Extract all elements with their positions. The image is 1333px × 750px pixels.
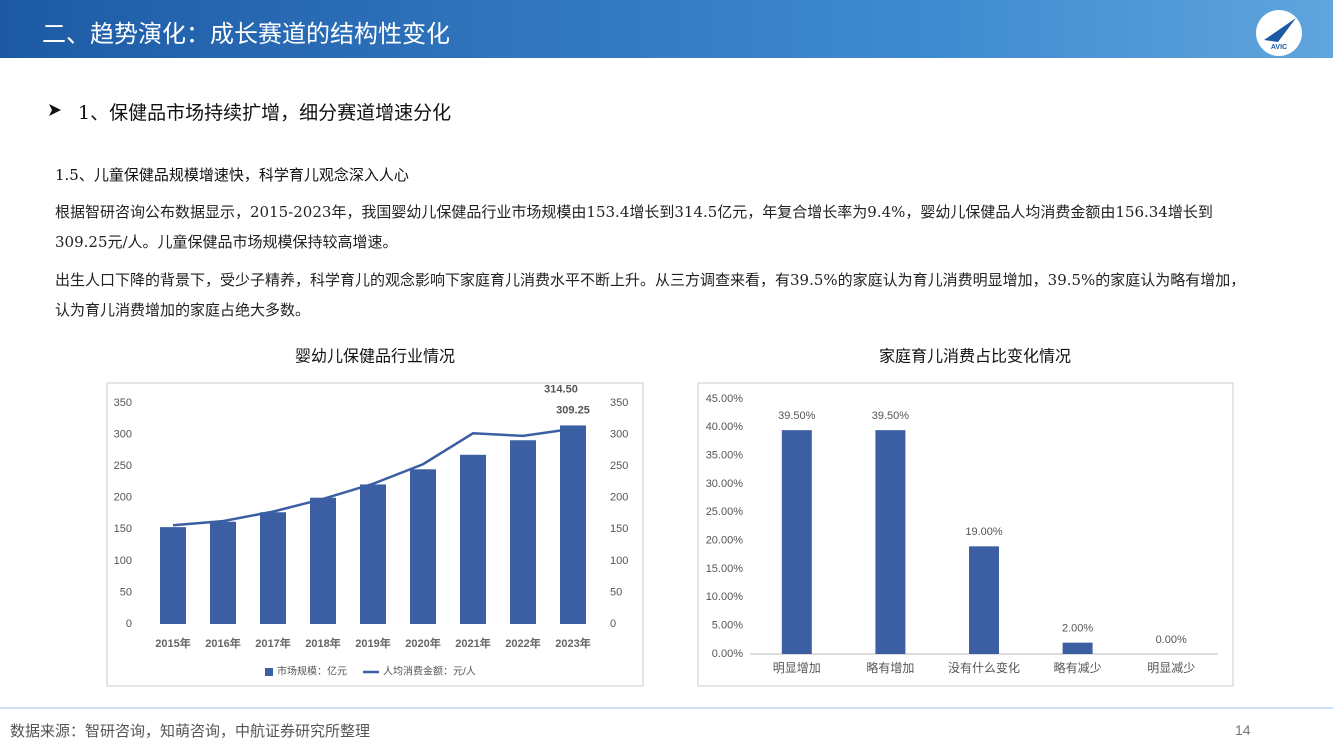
tick-label: 250 bbox=[114, 460, 132, 472]
tick-label: 350 bbox=[114, 397, 132, 409]
x-tick-label: 略有增加 bbox=[866, 660, 914, 675]
bar bbox=[160, 527, 186, 624]
bar bbox=[560, 425, 586, 624]
tick-label: 30.00% bbox=[706, 478, 744, 490]
chart-title: 家庭育儿消费占比变化情况 bbox=[879, 347, 1071, 366]
tick-label: 200 bbox=[610, 492, 628, 504]
bar bbox=[1062, 642, 1093, 654]
subtitle: 1.5、儿童保健品规模增速快，科学育儿观念深入人心 bbox=[55, 166, 409, 184]
tick-label: 40.00% bbox=[706, 421, 744, 433]
legend-label: 市场规模：亿元 bbox=[277, 665, 347, 678]
value-label: 0.00% bbox=[1156, 634, 1187, 646]
legend-swatch bbox=[265, 668, 273, 676]
x-tick-label: 2015年 bbox=[155, 636, 190, 650]
logo: AVIC bbox=[1256, 10, 1302, 56]
tick-label: 250 bbox=[610, 460, 628, 472]
bar bbox=[510, 440, 536, 624]
x-tick-label: 2021年 bbox=[455, 636, 490, 650]
bar bbox=[210, 521, 236, 624]
bar bbox=[875, 430, 906, 654]
x-tick-label: 2023年 bbox=[555, 636, 590, 650]
value-label: 309.25 bbox=[556, 405, 590, 417]
tick-label: 25.00% bbox=[706, 506, 744, 518]
x-tick-label: 2022年 bbox=[505, 636, 540, 650]
bar bbox=[781, 430, 812, 654]
tick-label: 35.00% bbox=[706, 450, 744, 462]
x-tick-label: 明显增加 bbox=[773, 661, 821, 675]
tick-label: 10.00% bbox=[706, 591, 744, 603]
value-label: 314.50 bbox=[544, 383, 578, 395]
chart-title: 婴幼儿保健品行业情况 bbox=[295, 347, 455, 366]
x-tick-label: 明显减少 bbox=[1147, 661, 1195, 675]
section-heading: 1、保健品市场持续扩增，细分赛道增速分化 bbox=[78, 102, 452, 124]
x-tick-label: 2016年 bbox=[205, 636, 240, 650]
x-tick-label: 2017年 bbox=[255, 636, 290, 650]
line bbox=[172, 427, 574, 527]
tick-label: 100 bbox=[114, 555, 132, 567]
value-label: 39.50% bbox=[872, 410, 910, 422]
x-tick-label: 没有什么变化 bbox=[948, 660, 1020, 675]
bar bbox=[360, 484, 386, 624]
tick-label: 20.00% bbox=[706, 535, 744, 547]
paragraph: 根据智研咨询公布数据显示，2015-2023年，我国婴幼儿保健品行业市场规模由1… bbox=[55, 203, 1213, 251]
bar bbox=[969, 546, 999, 654]
bar bbox=[260, 512, 286, 624]
tick-label: 0 bbox=[610, 618, 616, 630]
chart-frame bbox=[106, 382, 644, 687]
tick-label: 150 bbox=[610, 523, 628, 535]
tick-label: 15.00% bbox=[706, 563, 744, 575]
tick-label: 300 bbox=[114, 428, 132, 440]
logo-icon: AVIC bbox=[1264, 18, 1296, 51]
x-tick-label: 2018年 bbox=[305, 636, 340, 650]
page-number: 14 bbox=[1235, 722, 1251, 738]
header-title: 二、趋势演化：成长赛道的结构性变化 bbox=[42, 20, 450, 48]
logo-text: AVIC bbox=[1271, 44, 1287, 51]
x-tick-label: 2020年 bbox=[405, 636, 440, 650]
chart-frame bbox=[697, 382, 1234, 687]
legend-label: 人均消费金额：元/人 bbox=[383, 665, 476, 678]
tick-label: 50 bbox=[120, 586, 132, 598]
x-tick-label: 略有减少 bbox=[1054, 660, 1102, 675]
x-tick-label: 2019年 bbox=[355, 636, 390, 650]
tick-label: 50 bbox=[610, 586, 622, 598]
header-bar bbox=[0, 0, 1333, 58]
value-label: 39.50% bbox=[778, 410, 816, 422]
tick-label: 0 bbox=[126, 618, 132, 630]
bar bbox=[310, 497, 336, 624]
value-label: 2.00% bbox=[1062, 623, 1093, 635]
bar bbox=[460, 454, 486, 624]
bullet-arrow bbox=[49, 104, 61, 116]
tick-label: 5.00% bbox=[712, 620, 743, 632]
paragraph: 出生人口下降的背景下，受少子精养，科学育儿的观念影响下家庭育儿消费水平不断上升。… bbox=[55, 271, 1246, 319]
source-note: 数据来源：智研咨询，知萌咨询，中航证券研究所整理 bbox=[10, 722, 371, 740]
bar bbox=[410, 469, 436, 624]
tick-label: 45.00% bbox=[706, 393, 744, 405]
tick-label: 350 bbox=[610, 397, 628, 409]
tick-label: 300 bbox=[610, 428, 628, 440]
tick-label: 100 bbox=[610, 555, 628, 567]
tick-label: 200 bbox=[114, 492, 132, 504]
tick-label: 0.00% bbox=[712, 648, 743, 660]
value-label: 19.00% bbox=[965, 526, 1003, 538]
tick-label: 150 bbox=[114, 523, 132, 535]
